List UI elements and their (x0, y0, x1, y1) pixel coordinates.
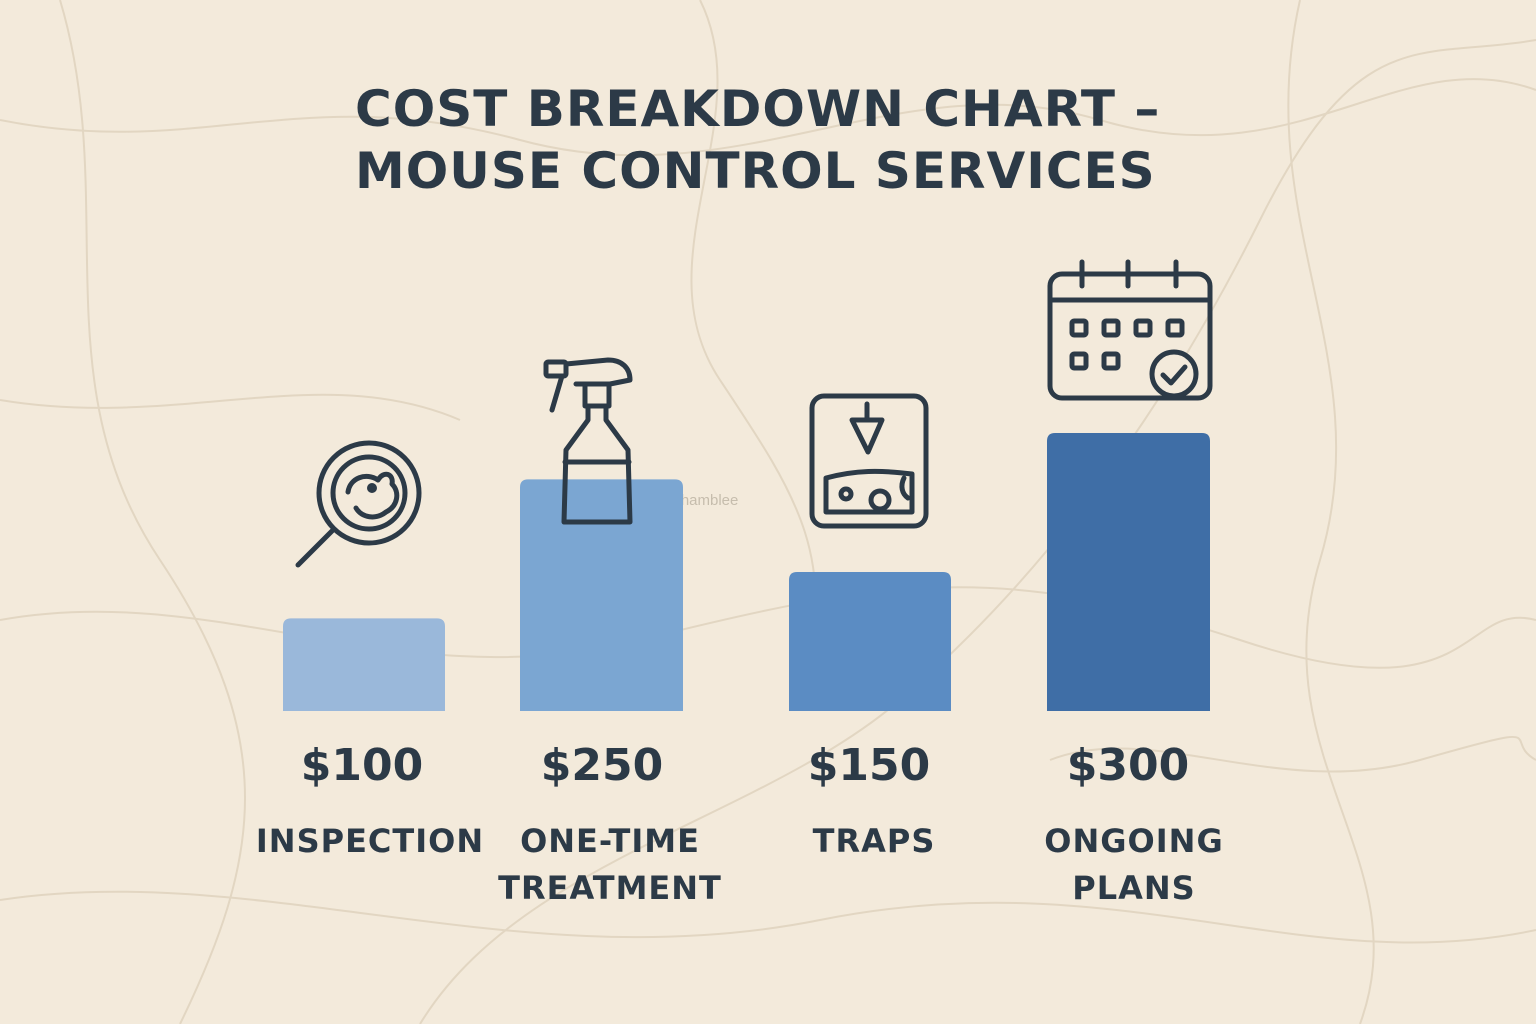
value-label-3: $150 (808, 740, 930, 791)
magnifier-mouse-icon (295, 440, 422, 568)
bar-4 (1047, 433, 1210, 711)
value-label-2: $250 (541, 740, 663, 791)
chart-title-line-2: MOUSE CONTROL SERVICES (355, 142, 1156, 200)
bar-2 (520, 479, 683, 711)
calendar-check-icon (1047, 259, 1213, 401)
category-label-1: INSPECTION (256, 822, 484, 860)
chart-title: COST BREAKDOWN CHART – MOUSE CONTROL SER… (355, 78, 1255, 202)
map-label-watermark: Chamblee (670, 492, 739, 509)
spray-bottle-icon (543, 357, 633, 525)
category-label-2-line-2: TREATMENT (498, 869, 722, 907)
bars-layer (283, 433, 1210, 711)
category-label-4-line-1: ONGOING (1044, 822, 1223, 860)
chart-title-line-1: COST BREAKDOWN CHART – (355, 80, 1161, 138)
category-label-3: TRAPS (813, 822, 936, 860)
category-label-2-line-1: ONE-TIME (520, 822, 700, 860)
labels-layer: $100 INSPECTION $250 ONE-TIME TREATMENT $150 T… (256, 740, 1223, 907)
value-label-1: $100 (301, 740, 423, 791)
bar-1 (283, 618, 445, 711)
bar-3 (789, 572, 951, 711)
mouse-trap-cheese-icon (809, 393, 929, 529)
value-label-4: $300 (1067, 740, 1189, 791)
category-label-4-line-2: PLANS (1072, 869, 1195, 907)
